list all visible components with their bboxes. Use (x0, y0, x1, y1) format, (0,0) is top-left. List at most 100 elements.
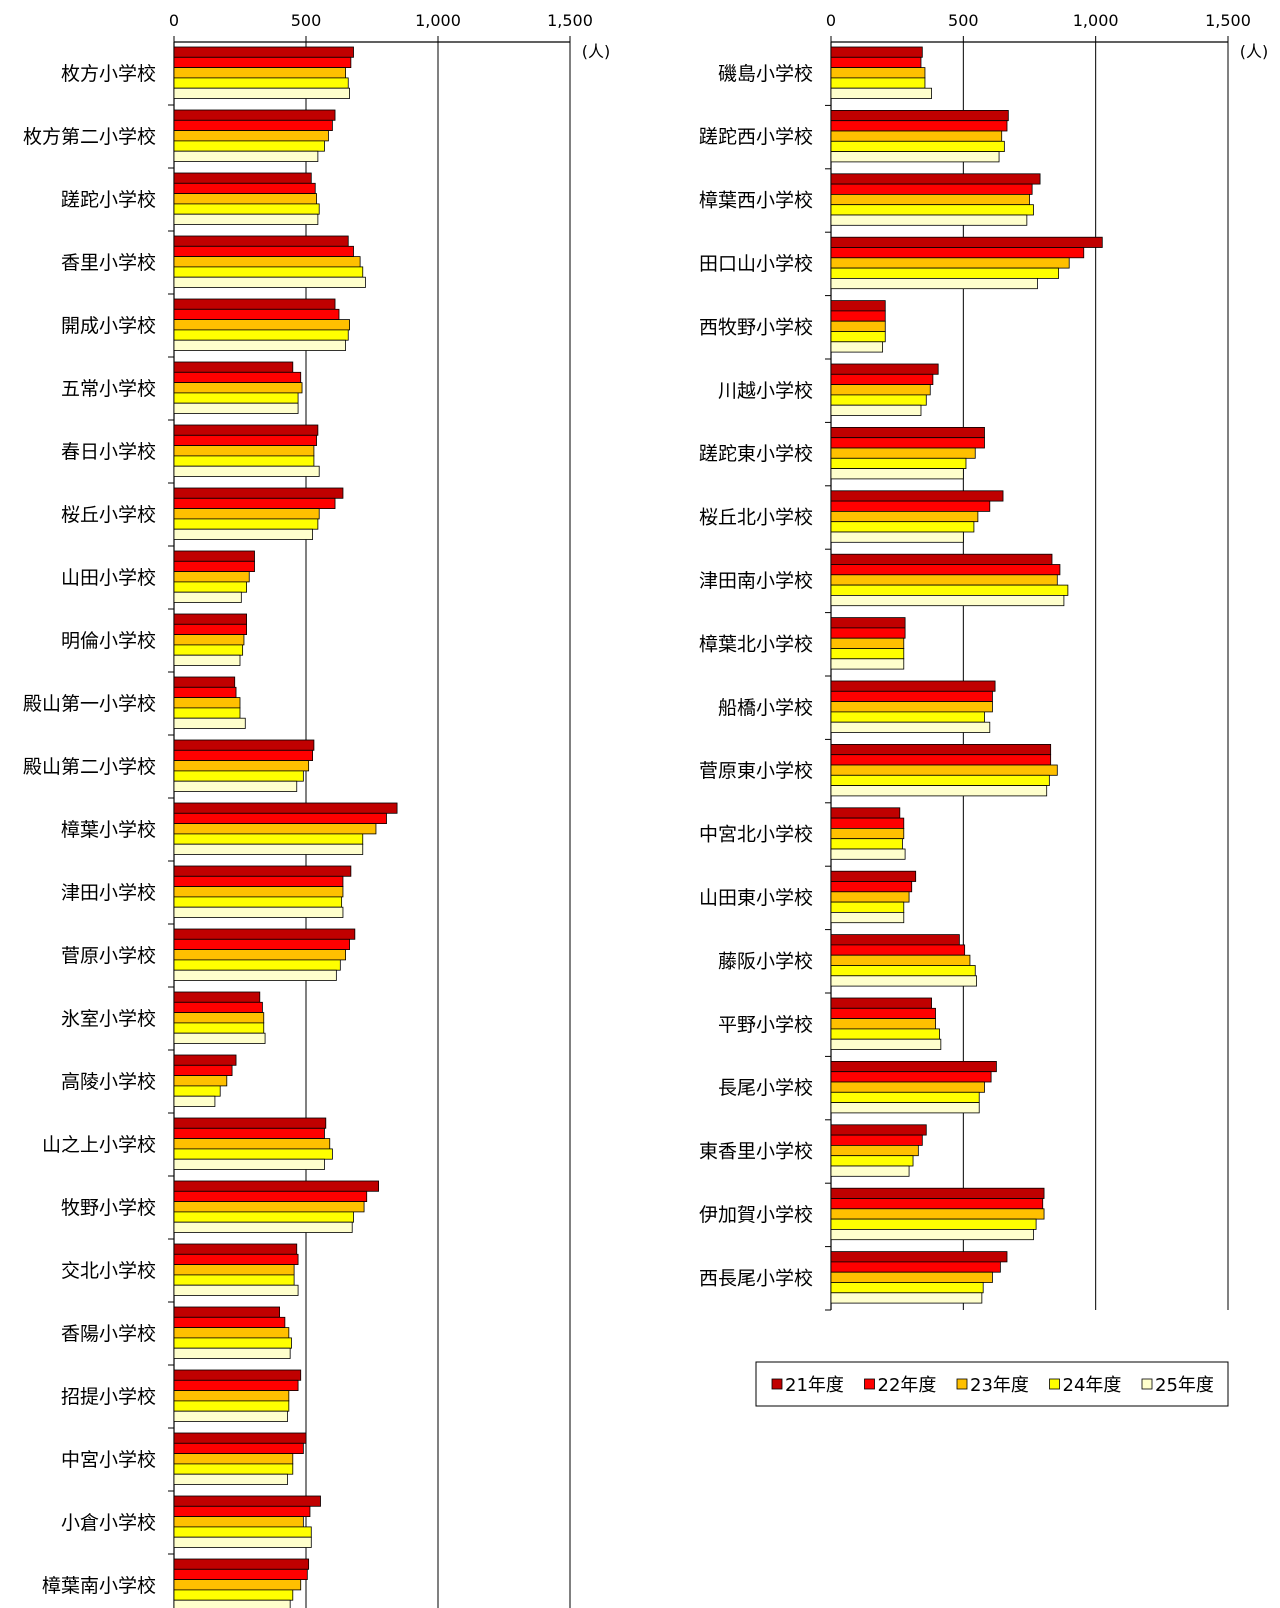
bar-24年度 (830, 838, 903, 850)
bar-22年度 (173, 1379, 299, 1392)
bar-22年度 (830, 754, 1052, 766)
bar-22年度 (173, 1442, 304, 1455)
bar-25年度 (173, 1032, 266, 1044)
bar-21年度 (173, 802, 398, 814)
bar-25年度 (830, 404, 922, 416)
x-tick-label: 500 (291, 11, 322, 30)
bar-24年度 (173, 266, 364, 278)
bar-21年度 (173, 298, 336, 310)
bar-24年度 (830, 457, 967, 469)
bar-24年度 (830, 394, 927, 406)
category-label: 東香里小学校 (699, 1141, 813, 1163)
category-label: 氷室小学校 (61, 1008, 156, 1030)
bar-24年度 (173, 707, 241, 719)
bar-25年度 (173, 87, 350, 99)
bar-21年度 (830, 870, 917, 882)
bar-22年度 (830, 817, 905, 829)
bar-22年度 (830, 500, 991, 512)
legend-swatch (956, 1378, 968, 1390)
bar-21年度 (830, 426, 985, 439)
bar-24年度 (830, 901, 905, 913)
bar-25年度 (830, 468, 964, 480)
bar-21年度 (830, 110, 1009, 122)
bar-25年度 (173, 465, 320, 477)
bar-22年度 (173, 1127, 325, 1140)
bar-21年度 (173, 1243, 298, 1255)
bar-25年度 (173, 276, 366, 288)
bar-23年度 (173, 508, 320, 520)
category-label: 山之上小学校 (42, 1134, 156, 1156)
bar-25年度 (830, 595, 1065, 607)
bar-21年度 (173, 550, 255, 562)
bar-24年度 (830, 584, 1069, 596)
bar-23年度 (173, 319, 350, 331)
bar-25年度 (173, 843, 364, 855)
bar-22年度 (173, 56, 352, 68)
bar-24年度 (173, 1337, 292, 1349)
bar-21年度 (830, 490, 1004, 502)
bar-24年度 (830, 1091, 980, 1104)
bar-25年度 (173, 654, 241, 666)
bar-24年度 (173, 644, 244, 656)
bar-21年度 (173, 109, 336, 121)
bar-25年度 (830, 531, 964, 543)
legend-label: 25年度 (1155, 1375, 1214, 1396)
bar-21年度 (830, 617, 906, 629)
category-label: 高陵小学校 (61, 1071, 156, 1093)
bar-24年度 (173, 1022, 265, 1034)
category-label: 山田東小学校 (699, 887, 813, 909)
bar-24年度 (173, 959, 341, 971)
bar-24年度 (173, 1211, 354, 1223)
bar-24年度 (173, 518, 319, 530)
bar-24年度 (830, 521, 975, 533)
bar-25年度 (830, 1229, 1034, 1241)
bar-21年度 (830, 1061, 997, 1073)
bar-21年度 (830, 46, 923, 58)
bar-23年度 (830, 1081, 985, 1093)
category-label: 樟葉西小学校 (699, 190, 813, 212)
bar-23年度 (173, 445, 315, 457)
bar-23年度 (173, 571, 250, 583)
bar-23年度 (830, 193, 1030, 206)
bar-21年度 (173, 676, 236, 688)
bar-22年度 (830, 690, 993, 702)
bar-22年度 (173, 560, 255, 572)
bar-22年度 (830, 1261, 1001, 1273)
bar-23年度 (830, 764, 1058, 776)
bar-21年度 (173, 991, 261, 1003)
bar-25年度 (173, 1095, 216, 1107)
bar-22年度 (173, 308, 340, 320)
bar-24年度 (830, 1155, 914, 1167)
bar-21年度 (173, 1369, 302, 1381)
bar-23年度 (830, 1208, 1045, 1220)
bar-23年度 (173, 823, 377, 835)
bar-25年度 (830, 1102, 980, 1114)
bar-25年度 (830, 1292, 983, 1304)
category-label: 招提小学校 (61, 1386, 156, 1408)
bar-21年度 (173, 1117, 327, 1129)
category-label: 牧野小学校 (61, 1197, 156, 1219)
bar-21年度 (173, 235, 349, 247)
bar-22年度 (173, 497, 336, 509)
bar-21年度 (173, 424, 319, 436)
category-label: 樟葉小学校 (61, 819, 156, 841)
bar-24年度 (830, 1282, 984, 1294)
bar-22年度 (173, 1190, 368, 1203)
bar-22年度 (830, 1198, 1044, 1210)
legend-label: 21年度 (785, 1375, 844, 1396)
bar-25年度 (173, 1410, 288, 1422)
bar-25年度 (173, 1599, 291, 1608)
bar-24年度 (830, 77, 926, 89)
bar-21年度 (173, 613, 247, 625)
bar-22年度 (173, 1316, 286, 1329)
bar-22年度 (830, 437, 985, 449)
bar-25年度 (173, 402, 299, 414)
bar-25年度 (830, 721, 991, 733)
bar-22年度 (830, 881, 913, 893)
bar-21年度 (830, 807, 901, 819)
bar-23年度 (830, 637, 905, 649)
category-label: 菅原東小学校 (699, 760, 813, 782)
bar-24年度 (830, 1218, 1037, 1230)
bar-23年度 (173, 1075, 228, 1087)
bar-23年度 (173, 1390, 290, 1402)
